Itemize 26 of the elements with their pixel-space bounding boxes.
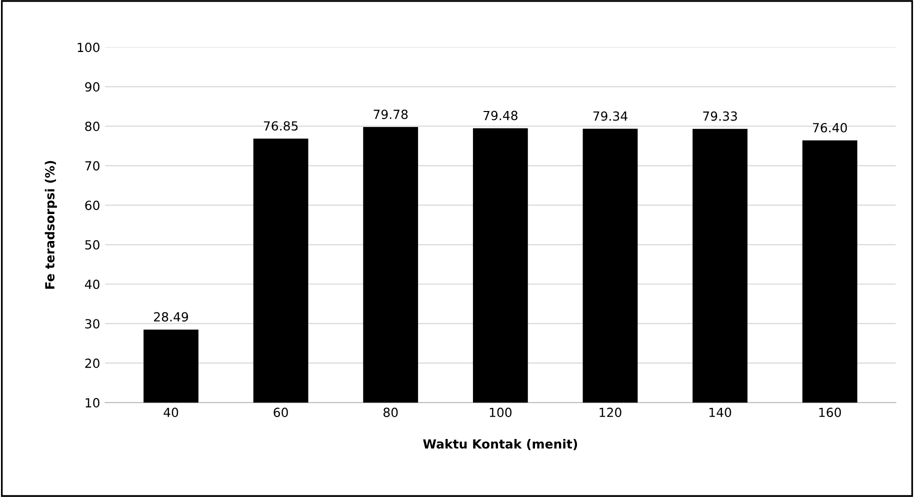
y-tick-label: 30 — [85, 319, 100, 329]
y-tick-label: 50 — [85, 240, 100, 250]
data-label: 79.78 — [374, 110, 408, 120]
data-label: 79.48 — [484, 110, 518, 120]
y-tick-label: 40 — [84, 280, 100, 290]
data-label: 76.85 — [264, 121, 298, 131]
y-tick-label: 90 — [85, 82, 100, 92]
y-tick-label: 80 — [85, 122, 100, 132]
y-tick-label: 10 — [86, 398, 100, 408]
data-label: 28.49 — [154, 312, 188, 322]
data-label: 76.40 — [812, 122, 847, 132]
x-tick-label: 120 — [600, 408, 622, 418]
y-tick-label: 20 — [85, 358, 100, 368]
y-tick-label: 100 — [78, 42, 100, 52]
x-tick-label: 140 — [709, 408, 732, 418]
data-label: 79.33 — [703, 111, 737, 121]
data-label: 79.34 — [593, 111, 628, 121]
x-tick-label: 80 — [384, 408, 398, 418]
x-tick-label: 100 — [490, 408, 512, 418]
x-axis-title: Waktu Kontak (menit) — [423, 438, 578, 450]
x-tick-label: 40 — [164, 408, 178, 418]
y-tick-label: 70 — [85, 161, 100, 171]
x-tick-label: 60 — [274, 408, 288, 418]
x-tick-label: 160 — [819, 408, 841, 418]
y-tick-label: 60 — [85, 200, 100, 210]
y-axis-title: Fe teradsorpsi (%) — [44, 160, 57, 289]
